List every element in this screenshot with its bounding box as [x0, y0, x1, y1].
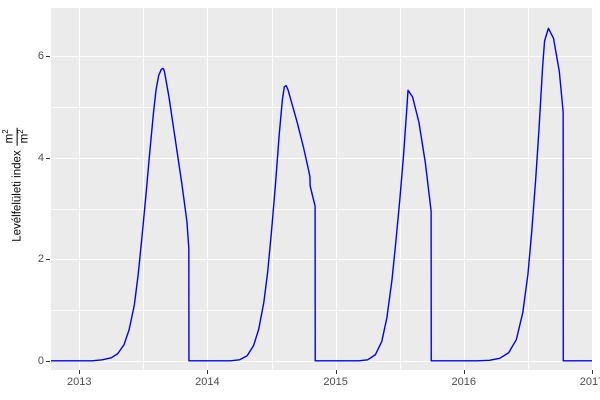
gridline-minor-vertical	[271, 8, 273, 370]
x-axis-tick-label: 2015	[323, 376, 348, 388]
x-axis-tick-label: 2014	[195, 376, 220, 388]
x-axis-tick-label: 2017	[579, 376, 600, 388]
data-series-layer	[51, 27, 592, 362]
gridline-major-horizontal	[51, 157, 592, 159]
gridline-minor-vertical	[399, 8, 401, 370]
y-axis-tick-mark	[46, 157, 50, 159]
line-series-lai	[51, 27, 592, 362]
y-axis-title-text: Levélfelületi index	[11, 150, 23, 243]
gridline-major-vertical	[79, 8, 81, 370]
plot-panel	[51, 8, 592, 370]
y-axis-tick-label: 0	[37, 354, 44, 367]
y-axis-unit-numerator: m2	[0, 129, 16, 144]
y-axis-tick-mark	[46, 56, 50, 58]
y-axis-tick-label: 6	[37, 50, 44, 63]
y-axis-tick-labels: 0 2 4 6	[28, 0, 44, 400]
y-axis-tick-label: 2	[37, 253, 44, 266]
x-axis-tick-label: 2013	[66, 376, 92, 388]
gridline-major-horizontal	[51, 259, 592, 261]
gridline-major-vertical	[335, 8, 337, 370]
y-axis-tick-label: 4	[37, 151, 44, 164]
y-axis-unit-fraction: m2 m2	[0, 127, 31, 146]
x-axis-tick-mark	[335, 370, 337, 374]
gridline-minor-horizontal	[51, 208, 592, 210]
gridline-major-horizontal	[51, 56, 592, 58]
gridline-major-vertical	[207, 8, 209, 370]
gridline-minor-vertical	[143, 8, 144, 370]
x-axis-tick-label: 2016	[451, 376, 477, 388]
x-axis-tick-mark	[592, 370, 593, 374]
gridline-minor-vertical	[527, 8, 529, 370]
x-axis-tick-mark	[463, 370, 465, 374]
y-axis-tick-mark	[46, 360, 50, 362]
x-axis-tick-mark	[207, 370, 209, 374]
gridline-minor-horizontal	[51, 107, 592, 108]
y-axis-tick-mark	[46, 259, 50, 261]
gridline-major-vertical	[463, 8, 465, 370]
gridline-minor-horizontal	[51, 310, 592, 311]
x-axis-tick-mark	[79, 370, 81, 374]
